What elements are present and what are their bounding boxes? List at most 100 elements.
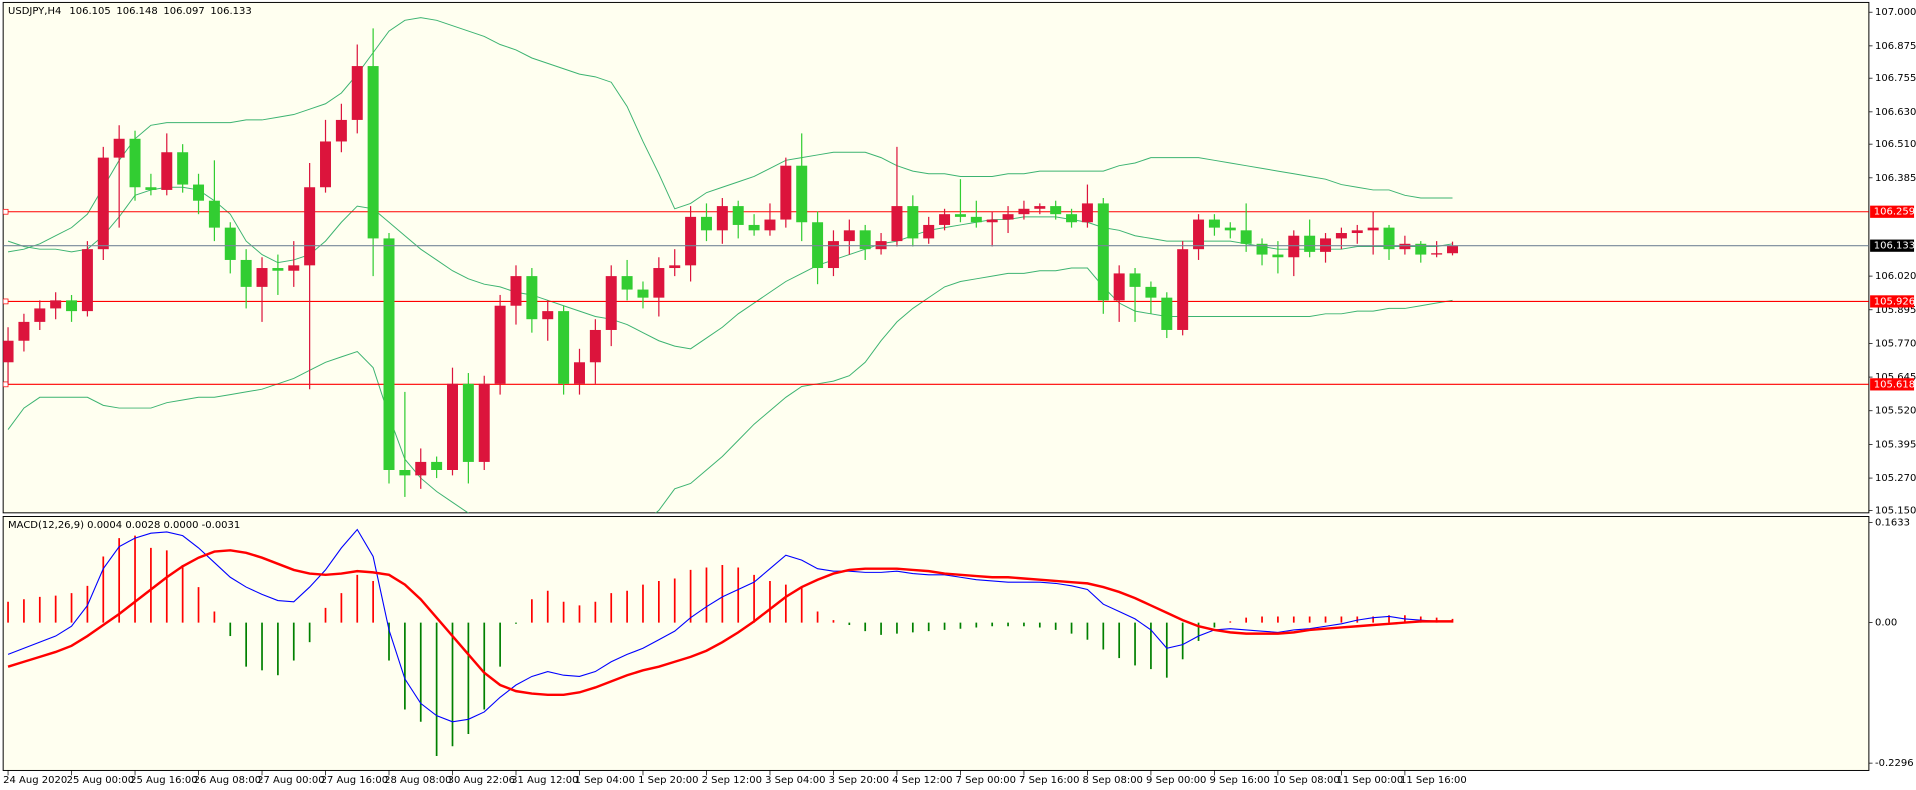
x-tick-label: 4 Sep 12:00 xyxy=(892,775,952,786)
open-price: 106.105 xyxy=(69,6,110,17)
candle-body-down xyxy=(66,300,78,312)
level-label: 105.926 xyxy=(1874,296,1915,307)
candle-body-down xyxy=(1272,254,1284,258)
y-tick-label: 106.875 xyxy=(1875,41,1916,52)
candle-body-up xyxy=(288,265,300,271)
x-tick-label: 31 Aug 12:00 xyxy=(511,775,578,786)
y-tick-label: 106.755 xyxy=(1875,73,1916,84)
x-tick-label: 28 Aug 08:00 xyxy=(384,775,451,786)
current-price-box xyxy=(1870,239,1915,252)
candle-body-up xyxy=(669,265,681,269)
candle-body-up xyxy=(113,138,125,158)
y-tick-label: 105.395 xyxy=(1875,439,1916,450)
x-tick-label: 11 Sep 00:00 xyxy=(1337,775,1404,786)
price-panel xyxy=(2,1,1870,514)
candle-body-up xyxy=(3,340,14,363)
candle-body-up xyxy=(447,383,458,470)
candle-body-down xyxy=(1415,243,1427,255)
candle-body-up xyxy=(939,214,951,225)
candle-body-up xyxy=(843,230,855,242)
level-label-box xyxy=(1870,378,1915,391)
candle-body-up xyxy=(1447,245,1459,254)
signal-line xyxy=(7,549,1453,697)
candle-body-down xyxy=(367,66,379,239)
candle-body-down xyxy=(700,216,712,231)
candle-body-up xyxy=(510,276,522,306)
y-tick-label: 105.895 xyxy=(1875,305,1916,316)
candle-body-up xyxy=(573,362,585,384)
x-tick-label: 24 Aug 2020 xyxy=(3,775,67,786)
x-tick-label: 30 Aug 22:06 xyxy=(448,775,515,786)
candle-body-up xyxy=(320,141,332,188)
candle-body-down xyxy=(272,268,284,271)
candle-body-down xyxy=(1050,206,1062,215)
y-tick-label: 105.645 xyxy=(1875,372,1916,383)
x-tick-label: 7 Sep 00:00 xyxy=(956,775,1016,786)
x-tick-label: 7 Sep 16:00 xyxy=(1019,775,1079,786)
y-tick-label: 105.520 xyxy=(1875,406,1916,417)
candle-body-up xyxy=(494,305,506,384)
x-tick-label: 9 Sep 16:00 xyxy=(1210,775,1270,786)
candle-body-up xyxy=(685,216,697,266)
candle-body-up xyxy=(97,157,109,250)
candle-body-up xyxy=(161,152,173,190)
candle-body-up xyxy=(1351,230,1363,234)
close-price: 106.133 xyxy=(210,6,251,17)
macd-header: MACD(12,26,9) 0.0004 0.0028 0.0000 -0.00… xyxy=(8,520,240,531)
symbol: USDJPY,H4 xyxy=(8,6,61,17)
candle-body-up xyxy=(653,268,665,298)
candle-body-down xyxy=(177,152,189,185)
x-tick-label: 8 Sep 08:00 xyxy=(1083,775,1143,786)
candle-body-up xyxy=(304,187,316,266)
candle-body-down xyxy=(970,216,982,223)
candle-body-up xyxy=(1002,214,1014,220)
candle-body-up xyxy=(1335,233,1347,239)
candle-body-down xyxy=(1066,214,1078,223)
y-tick-label: 106.020 xyxy=(1875,271,1916,282)
level-handle xyxy=(3,381,9,388)
candle-body-down xyxy=(1208,219,1220,228)
candle-body-down xyxy=(1304,235,1316,252)
level-handle xyxy=(3,298,9,305)
candle-body-up xyxy=(1193,219,1205,250)
macd-y-tick-label: 0.00 xyxy=(1875,618,1897,629)
current-price-label: 106.133 xyxy=(1874,241,1915,252)
candle-body-up xyxy=(780,165,792,220)
x-tick-label: 2 Sep 12:00 xyxy=(702,775,762,786)
y-tick-label: 107.000 xyxy=(1875,7,1916,18)
candle-body-up xyxy=(1113,273,1125,301)
candle-body-down xyxy=(558,311,570,384)
candle-body-down xyxy=(637,289,649,298)
x-tick-label: 27 Aug 00:00 xyxy=(257,775,324,786)
low-price: 106.097 xyxy=(163,6,204,17)
candle-body-down xyxy=(383,238,395,470)
level-handle xyxy=(3,208,9,215)
candle-body-up xyxy=(81,249,93,312)
candle-body-up xyxy=(34,308,46,322)
candle-body-up xyxy=(891,206,903,242)
candle-body-down xyxy=(462,383,474,462)
candle-body-up xyxy=(542,311,554,320)
candle-body-down xyxy=(907,206,919,239)
candle-body-down xyxy=(1097,203,1109,301)
candle-body-down xyxy=(1240,230,1252,244)
x-tick-label: 26 Aug 08:00 xyxy=(194,775,261,786)
x-tick-label: 1 Sep 04:00 xyxy=(575,775,635,786)
macd-y-tick-label: -0.2296 xyxy=(1875,758,1914,769)
x-tick-label: 3 Sep 20:00 xyxy=(829,775,889,786)
x-tick-label: 1 Sep 20:00 xyxy=(638,775,698,786)
level-label: 105.618 xyxy=(1874,379,1915,390)
candle-body-up xyxy=(605,276,617,330)
candle-body-down xyxy=(796,165,808,223)
band-upper xyxy=(7,17,1453,253)
x-tick-label: 25 Aug 16:00 xyxy=(130,775,197,786)
macd-y-tick-label: 0.1633 xyxy=(1875,518,1910,529)
axes: 107.000 106.875 106.755 106.630 106.510 106.3… xyxy=(3,7,1916,786)
candle-body-up xyxy=(1018,208,1030,215)
candle-body-up xyxy=(986,219,998,223)
candle-body-down xyxy=(1256,243,1268,255)
level-label-box xyxy=(1870,295,1915,308)
band-lower xyxy=(7,267,1453,513)
